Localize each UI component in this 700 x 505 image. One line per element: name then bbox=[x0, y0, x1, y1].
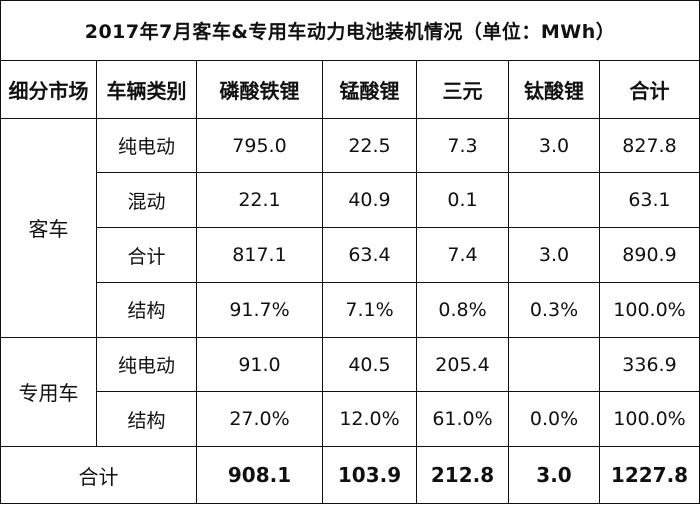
grand-total-lmo: 103.9 bbox=[322, 446, 417, 504]
lmo-cell: 63.4 bbox=[322, 227, 417, 283]
table-title: 2017年7月客车&专用车动力电池装机情况（单位：MWh） bbox=[0, 0, 700, 61]
header-market: 细分市场 bbox=[0, 59, 97, 119]
table-row: 混动 22.1 40.9 0.1 63.1 bbox=[1, 172, 700, 229]
lto-cell bbox=[508, 336, 600, 393]
lfp-cell: 817.1 bbox=[196, 227, 323, 283]
table-row: 结构 91.7% 7.1% 0.8% 0.3% 100.0% bbox=[1, 281, 700, 338]
grand-total-total: 1227.8 bbox=[598, 446, 700, 504]
grand-total-row: 合计 908.1 103.9 212.8 3.0 1227.8 bbox=[0, 446, 700, 504]
total-cell: 100.0% bbox=[598, 391, 700, 448]
ternary-cell: 7.3 bbox=[416, 117, 509, 174]
total-cell: 63.1 bbox=[598, 172, 700, 229]
category-cell: 合计 bbox=[96, 227, 197, 283]
header-vehicle-type: 车辆类别 bbox=[96, 59, 197, 119]
table-row: 专用车 纯电动 91.0 40.5 205.4 336.9 bbox=[0, 336, 700, 448]
lfp-cell: 91.7% bbox=[196, 281, 323, 338]
total-cell: 827.8 bbox=[598, 117, 700, 174]
grand-total-ternary: 212.8 bbox=[416, 446, 509, 504]
total-cell: 890.9 bbox=[598, 227, 700, 283]
category-cell: 结构 bbox=[96, 391, 197, 448]
table-row: 客车 纯电动 795.0 22.5 7.3 3.0 827.8 bbox=[0, 117, 700, 338]
table-row: 结构 27.0% 12.0% 61.0% 0.0% 100.0% bbox=[1, 391, 700, 448]
header-lto: 钛酸锂 bbox=[508, 59, 600, 119]
lmo-cell: 12.0% bbox=[322, 391, 417, 448]
category-cell: 混动 bbox=[96, 172, 197, 229]
lfp-cell: 91.0 bbox=[196, 336, 323, 393]
category-cell: 纯电动 bbox=[96, 336, 197, 393]
ternary-cell: 61.0% bbox=[416, 391, 509, 448]
lmo-cell: 7.1% bbox=[322, 281, 417, 338]
ternary-cell: 205.4 bbox=[416, 336, 509, 393]
table-row: 合计 817.1 63.4 7.4 3.0 890.9 bbox=[1, 227, 700, 283]
lto-cell: 0.0% bbox=[508, 391, 600, 448]
market-special-vehicle: 专用车 bbox=[0, 336, 97, 448]
ternary-cell: 7.4 bbox=[416, 227, 509, 283]
lfp-cell: 22.1 bbox=[196, 172, 323, 229]
lto-cell: 3.0 bbox=[508, 117, 600, 174]
ternary-cell: 0.1 bbox=[416, 172, 509, 229]
total-cell: 100.0% bbox=[598, 281, 700, 338]
lmo-cell: 22.5 bbox=[322, 117, 417, 174]
total-cell: 336.9 bbox=[598, 336, 700, 393]
grand-total-lfp: 908.1 bbox=[196, 446, 323, 504]
ternary-cell: 0.8% bbox=[416, 281, 509, 338]
header-ternary: 三元 bbox=[416, 59, 509, 119]
lto-cell: 3.0 bbox=[508, 227, 600, 283]
category-cell: 结构 bbox=[96, 281, 197, 338]
lmo-cell: 40.9 bbox=[322, 172, 417, 229]
grand-total-lto: 3.0 bbox=[508, 446, 600, 504]
lmo-cell: 40.5 bbox=[322, 336, 417, 393]
header-total: 合计 bbox=[598, 59, 700, 119]
lto-cell bbox=[508, 172, 600, 229]
lfp-cell: 27.0% bbox=[196, 391, 323, 448]
lto-cell: 0.3% bbox=[508, 281, 600, 338]
header-lfp: 磷酸铁锂 bbox=[196, 59, 323, 119]
grand-total-label: 合计 bbox=[0, 446, 197, 504]
lfp-cell: 795.0 bbox=[196, 117, 323, 174]
header-lmo: 锰酸锂 bbox=[322, 59, 417, 119]
category-cell: 纯电动 bbox=[96, 117, 197, 174]
market-bus: 客车 bbox=[0, 117, 97, 338]
